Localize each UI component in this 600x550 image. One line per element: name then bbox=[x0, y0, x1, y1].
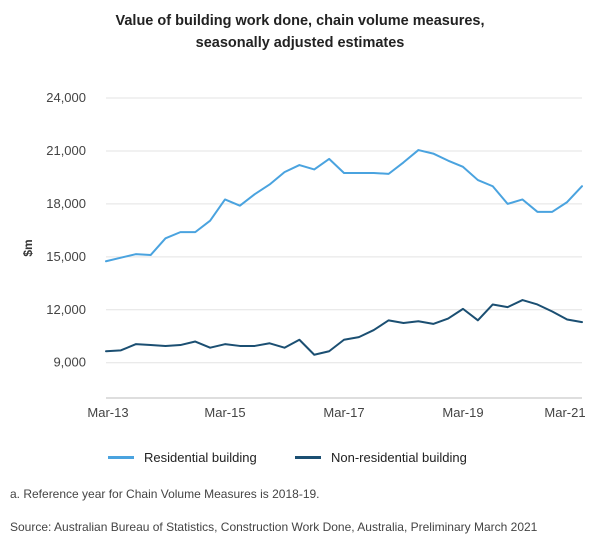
legend-swatch-residential bbox=[108, 456, 134, 459]
series-lines bbox=[105, 149, 583, 356]
chart-title: Value of building work done, chain volum… bbox=[0, 10, 600, 54]
legend-swatch-non-residential bbox=[295, 456, 321, 459]
x-tick-label-Mar-19: Mar-19 bbox=[442, 405, 483, 420]
legend-label-residential: Residential building bbox=[144, 450, 257, 465]
legend-label-non-residential: Non-residential building bbox=[331, 450, 467, 465]
footnote-reference-year: a. Reference year for Chain Volume Measu… bbox=[10, 487, 320, 501]
x-tick-label-Mar-13: Mar-13 bbox=[87, 405, 128, 420]
gridlines bbox=[106, 97, 582, 364]
x-tick-label-Mar-15: Mar-15 bbox=[204, 405, 245, 420]
x-tick-label-Mar-17: Mar-17 bbox=[323, 405, 364, 420]
legend-item-residential[interactable]: Residential building bbox=[108, 450, 257, 465]
line-chart: 9,000 12,000 15,000 18,000 21,000 24,000 Mar-… bbox=[21, 90, 586, 420]
series-line-non-residential bbox=[105, 299, 583, 356]
legend-item-non-residential[interactable]: Non-residential building bbox=[295, 450, 467, 465]
chart-title-line-2: seasonally adjusted estimates bbox=[195, 35, 405, 51]
y-tick-label-21000: 21,000 bbox=[46, 143, 86, 158]
footnote-source: Source: Australian Bureau of Statistics,… bbox=[10, 520, 538, 534]
y-tick-label-24000: 24,000 bbox=[46, 90, 86, 105]
series-line-residential bbox=[105, 149, 583, 263]
y-tick-label-9000: 9,000 bbox=[53, 355, 86, 370]
y-axis-label: $m bbox=[21, 239, 35, 256]
y-axis-ticks: 9,000 12,000 15,000 18,000 21,000 24,000 bbox=[46, 90, 86, 370]
chart-title-line-1: Value of building work done, chain volum… bbox=[115, 13, 485, 29]
y-tick-label-15000: 15,000 bbox=[46, 249, 86, 264]
x-tick-label-Mar-21: Mar-21 bbox=[544, 405, 585, 420]
y-tick-label-18000: 18,000 bbox=[46, 196, 86, 211]
x-axis-ticks: Mar-13 Mar-15 Mar-17 Mar-19 Mar-21 bbox=[87, 405, 585, 420]
y-tick-label-12000: 12,000 bbox=[46, 302, 86, 317]
